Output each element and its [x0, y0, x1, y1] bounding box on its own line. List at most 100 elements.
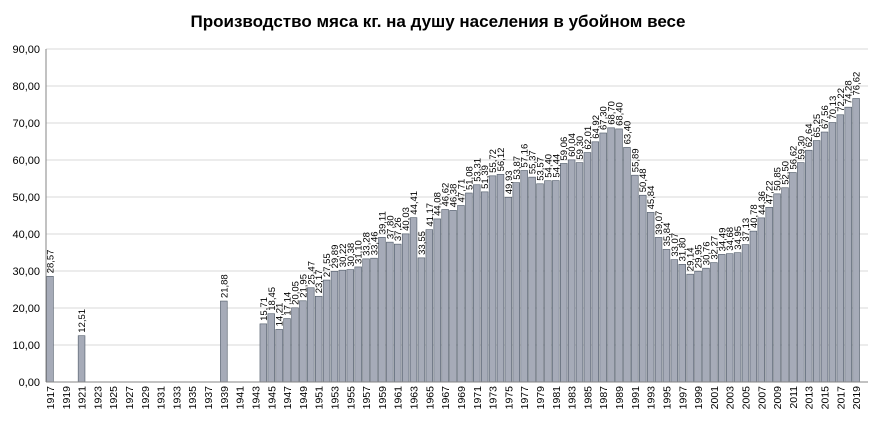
- bar: [828, 122, 837, 383]
- bar: [567, 159, 576, 383]
- x-tick-label: 1961: [393, 386, 405, 410]
- data-label: 67,56: [820, 105, 831, 129]
- data-label: 51,39: [480, 165, 491, 189]
- x-tick-label: 1937: [203, 386, 215, 410]
- x-tick-label: 1955: [345, 386, 357, 410]
- data-label: 17,14: [283, 292, 294, 316]
- chart-title: Производство мяса кг. на душу населения …: [191, 12, 686, 31]
- x-tick-label: 1941: [235, 386, 247, 410]
- x-tick-label: 1993: [646, 386, 658, 410]
- bar: [378, 236, 386, 383]
- bar: [528, 176, 536, 383]
- data-label: 53,57: [535, 157, 546, 181]
- bar: [220, 300, 228, 383]
- bar: [844, 106, 852, 383]
- data-label: 50,48: [638, 168, 649, 192]
- data-label: 33,28: [362, 232, 373, 256]
- x-tick-label: 2001: [709, 386, 721, 410]
- x-tick-label: 1919: [61, 386, 73, 410]
- x-tick-label: 1979: [535, 386, 547, 410]
- data-label: 47,22: [765, 181, 776, 205]
- y-tick-label: 90,00: [12, 44, 40, 56]
- data-label: 45,84: [646, 186, 657, 210]
- bar: [417, 257, 426, 383]
- x-tick-label: 1975: [503, 386, 515, 410]
- x-tick-label: 1951: [314, 386, 326, 410]
- x-tick-label: 1945: [266, 386, 278, 410]
- data-label: 53,87: [512, 156, 523, 180]
- bar: [504, 196, 513, 383]
- bar: [480, 191, 489, 383]
- data-label: 44,36: [757, 191, 768, 215]
- bar: [46, 275, 54, 383]
- data-label: 47,71: [456, 179, 467, 203]
- data-label: 12,51: [77, 309, 88, 333]
- data-label: 25,47: [306, 261, 317, 285]
- bar: [354, 266, 362, 383]
- bar: [322, 279, 331, 383]
- y-axis: 0,00 10,00 20,00 30,00 40,00 50,00 60,00 70,00 8…: [12, 44, 47, 389]
- bar: [291, 307, 299, 383]
- bar: [394, 243, 402, 383]
- data-label: 63,40: [622, 121, 633, 145]
- bar: [401, 233, 410, 383]
- x-tick-label: 1973: [488, 386, 500, 410]
- data-label: 15,71: [259, 297, 270, 321]
- data-label: 29,95: [694, 244, 705, 268]
- x-tick-label: 1933: [171, 386, 183, 410]
- x-tick-label: 1935: [187, 386, 199, 410]
- bar: [552, 180, 560, 383]
- bar: [646, 212, 655, 383]
- data-label: 50,85: [773, 167, 784, 191]
- bar: [536, 183, 544, 383]
- data-label: 37,80: [385, 215, 396, 239]
- data-label: 37,26: [393, 217, 404, 241]
- x-tick-label: 1963: [409, 386, 421, 410]
- bar: [654, 237, 663, 383]
- data-label: 62,01: [583, 126, 594, 150]
- x-tick-label: 2011: [788, 386, 800, 409]
- x-tick-label: 1925: [108, 386, 120, 410]
- data-label: 39,07: [654, 211, 665, 235]
- bar: [757, 217, 765, 383]
- bar: [725, 253, 734, 383]
- x-tick-label: 1995: [661, 386, 673, 410]
- data-label: 56,12: [496, 148, 507, 172]
- data-label: 33,55: [417, 231, 428, 255]
- data-label: 64,92: [591, 115, 602, 139]
- x-tick-label: 1947: [282, 386, 294, 410]
- x-tick-label: 1985: [582, 386, 594, 410]
- y-tick-label: 70,00: [12, 118, 40, 130]
- data-label: 76,62: [852, 72, 863, 96]
- bar: [686, 273, 694, 383]
- x-tick-label: 1927: [124, 386, 136, 410]
- data-label: 30,38: [346, 243, 357, 267]
- x-tick-label: 2017: [835, 386, 847, 410]
- bar: [836, 114, 845, 383]
- bar: [560, 163, 568, 383]
- x-tick-label: 1989: [614, 386, 626, 410]
- bar: [662, 249, 671, 383]
- x-tick-label: 1997: [677, 386, 689, 410]
- x-tick-label: 1923: [92, 386, 104, 410]
- y-tick-label: 40,00: [12, 229, 40, 241]
- bar: [599, 132, 607, 383]
- x-tick-label: 1969: [456, 386, 468, 410]
- data-label: 46,62: [441, 183, 452, 207]
- data-label: 39,11: [377, 211, 388, 234]
- data-label: 31,10: [354, 240, 365, 264]
- x-tick-label: 1991: [630, 386, 642, 410]
- data-label: 30,76: [701, 241, 712, 265]
- bar: [307, 287, 315, 383]
- bar: [473, 184, 481, 383]
- data-label: 44,08: [433, 192, 444, 216]
- bar: [805, 149, 813, 383]
- data-label: 59,30: [796, 136, 807, 160]
- data-label: 35,84: [662, 223, 673, 247]
- data-label: 52,50: [781, 161, 792, 185]
- bar: [789, 172, 797, 383]
- bar: [797, 162, 805, 383]
- x-tick-label: 2019: [851, 386, 863, 410]
- data-label: 29,14: [686, 247, 697, 271]
